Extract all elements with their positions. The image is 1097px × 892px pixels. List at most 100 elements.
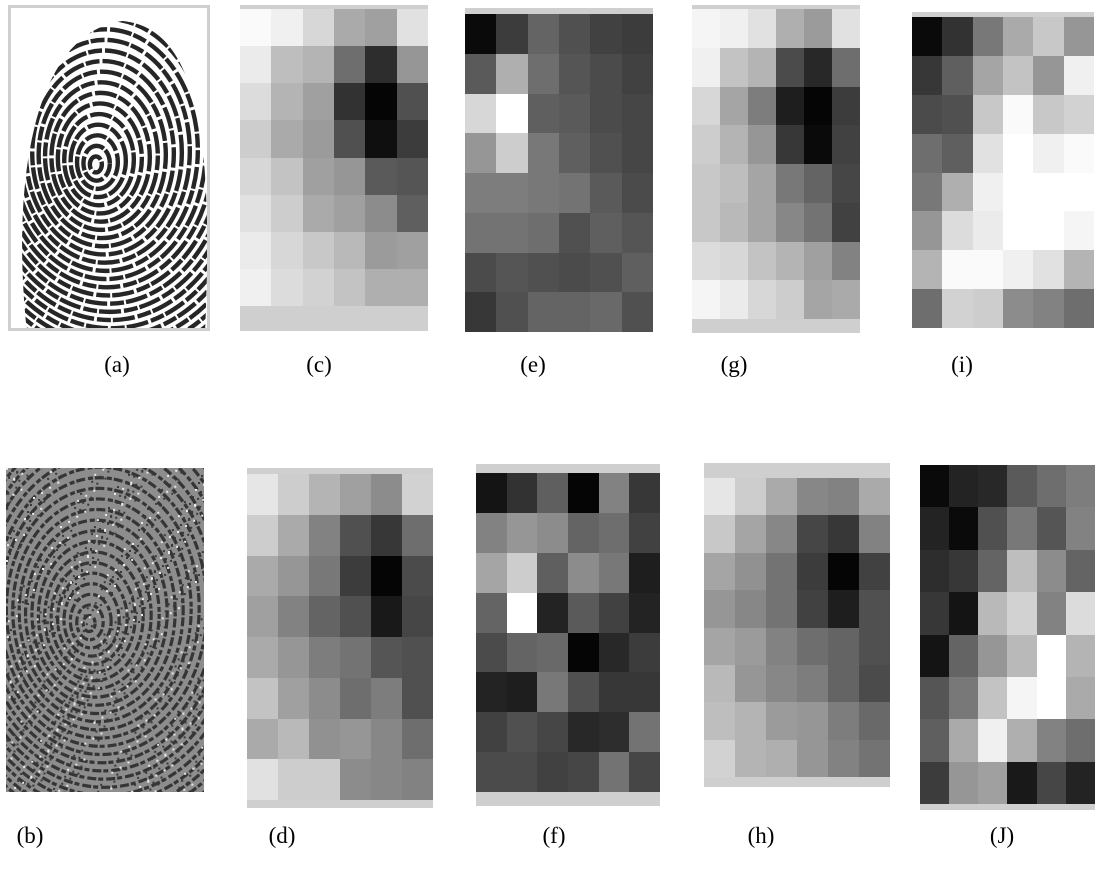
grid-cell-r4-c4 <box>567 592 599 633</box>
grid-cell-r6-c6 <box>621 212 653 253</box>
grid-cell-r8-c3 <box>537 752 568 792</box>
grid-cell-r6-c6 <box>629 672 660 713</box>
grid-cell-r3-c2 <box>506 552 538 593</box>
grid-cell-r6-c4 <box>567 672 599 713</box>
panel-h <box>704 463 890 787</box>
grid-cell-r4-c6 <box>629 592 660 633</box>
grid-cell-r7-c1 <box>240 231 272 269</box>
grid-cell-r1-c5 <box>371 474 402 515</box>
grid-cell-r4-c1 <box>692 125 720 164</box>
grid-cell-r4-c3 <box>302 120 334 158</box>
grid-cell-r6-c4 <box>776 202 804 242</box>
grid-cell-r8-c2 <box>735 739 766 777</box>
grid-cell-r1-c1 <box>704 478 735 516</box>
grid-cell-r2-c1 <box>240 46 272 84</box>
grid-cell-r7-c2 <box>496 252 528 293</box>
grid-cell-r7-c4 <box>334 231 366 269</box>
grid-cell-r5-c6 <box>621 173 653 213</box>
grid-cell-r8-c3 <box>766 739 797 777</box>
grid-cell-r2-c6 <box>1065 507 1095 550</box>
fingerprint-frame <box>6 468 204 792</box>
grid-cell-r3-c2 <box>271 83 303 121</box>
grid-cell-r2-c6 <box>859 515 890 553</box>
grid-cell-r2-c4 <box>776 47 804 87</box>
grid-cell-r8-c6 <box>1063 289 1094 328</box>
grid-cell-r3-c1 <box>912 94 943 134</box>
grid-cell-r1-c3 <box>537 473 568 513</box>
grid-cell-r8-c1 <box>476 752 507 792</box>
grid-cell-r7-c2 <box>278 718 309 760</box>
grid-cell-r7-c6 <box>832 241 860 281</box>
grid-cell-r2-c5 <box>590 53 622 94</box>
intensity-grid <box>476 473 660 792</box>
grid-cell-r4-c6 <box>621 133 653 173</box>
grid-cell-r3-c4 <box>1007 549 1037 593</box>
grid-cell-r4-c3 <box>766 590 797 628</box>
grid-cell-r6-c5 <box>590 212 622 253</box>
grid-cell-r1-c2 <box>271 9 303 47</box>
grid-cell-r3-c6 <box>832 86 860 126</box>
grid-cell-r3-c3 <box>537 552 568 593</box>
grid-cell-r8-c6 <box>402 759 433 800</box>
grid-cell-r7-c1 <box>476 712 507 753</box>
grid-cell-r3-c3 <box>309 555 340 597</box>
grid-cell-r4-c1 <box>704 590 735 628</box>
grid-cell-r7-c5 <box>828 702 859 740</box>
grid-cell-r8-c4 <box>776 280 804 319</box>
grid-cell-r6-c2 <box>496 212 528 253</box>
grid-cell-r2-c1 <box>920 507 950 550</box>
grid-cell-r8-c6 <box>859 739 890 777</box>
grid-cell-r5-c1 <box>476 632 507 673</box>
frame-strip-top <box>704 463 890 478</box>
frame-strip-top <box>912 12 1094 17</box>
grid-cell-r2-c4 <box>559 53 591 94</box>
grid-cell-r6-c2 <box>271 194 303 232</box>
grid-cell-r7-c1 <box>247 718 278 760</box>
grid-cell-r7-c6 <box>859 702 890 740</box>
grid-cell-r5-c6 <box>402 637 433 678</box>
grid-cell-r6-c3 <box>302 194 334 232</box>
grid-cell-r8-c4 <box>559 292 591 332</box>
grid-cell-r8-c2 <box>506 752 538 792</box>
grid-cell-r7-c3 <box>978 719 1008 762</box>
grid-cell-r7-c4 <box>776 241 804 281</box>
grid-cell-r1-c5 <box>1036 465 1066 508</box>
grid-cell-r7-c2 <box>271 231 303 269</box>
grid-cell-r5-c6 <box>1065 634 1095 677</box>
grid-cell-r3-c2 <box>735 552 766 591</box>
grid-cell-r4-c6 <box>1065 592 1095 635</box>
caption-j: (J) <box>989 823 1015 848</box>
grid-cell-r6-c1 <box>920 676 950 720</box>
grid-cell-r5-c5 <box>1033 172 1064 212</box>
grid-cell-r3-c4 <box>567 552 599 593</box>
grid-cell-r6-c6 <box>402 677 433 719</box>
grid-cell-r1-c4 <box>340 474 371 515</box>
grid-cell-r8-c4 <box>334 268 366 306</box>
grid-cell-r6-c2 <box>949 676 979 720</box>
grid-cell-r2-c1 <box>912 55 943 95</box>
grid-cell-r7-c5 <box>365 231 397 269</box>
grid-cell-r3-c4 <box>776 86 804 126</box>
grid-cell-r6-c3 <box>309 677 340 719</box>
grid-cell-r2-c5 <box>371 514 402 556</box>
grid-cell-r3-c6 <box>1065 549 1095 593</box>
grid-cell-r5-c2 <box>949 634 979 677</box>
grid-cell-r8-c3 <box>527 292 559 332</box>
grid-cell-r3-c6 <box>629 552 660 593</box>
grid-cell-r8-c5 <box>1033 289 1064 328</box>
grid-cell-r5-c2 <box>735 627 766 665</box>
grid-cell-r7-c6 <box>621 252 653 293</box>
grid-cell-r8-c3 <box>972 289 1003 328</box>
grid-cell-r8-c1 <box>247 759 278 800</box>
frame-strip-top <box>465 8 653 14</box>
grid-cell-r8-c2 <box>942 289 973 328</box>
grid-cell-r4-c1 <box>465 133 497 173</box>
caption-d: (d) <box>268 823 296 848</box>
grid-cell-r6-c3 <box>537 672 568 713</box>
panel-e <box>465 8 653 332</box>
grid-cell-r8-c6 <box>1065 761 1095 804</box>
grid-cell-r4-c2 <box>506 592 538 633</box>
grid-cell-r4-c6 <box>859 590 890 628</box>
grid-cell-r2-c1 <box>247 514 278 556</box>
grid-cell-r3-c1 <box>920 549 950 593</box>
